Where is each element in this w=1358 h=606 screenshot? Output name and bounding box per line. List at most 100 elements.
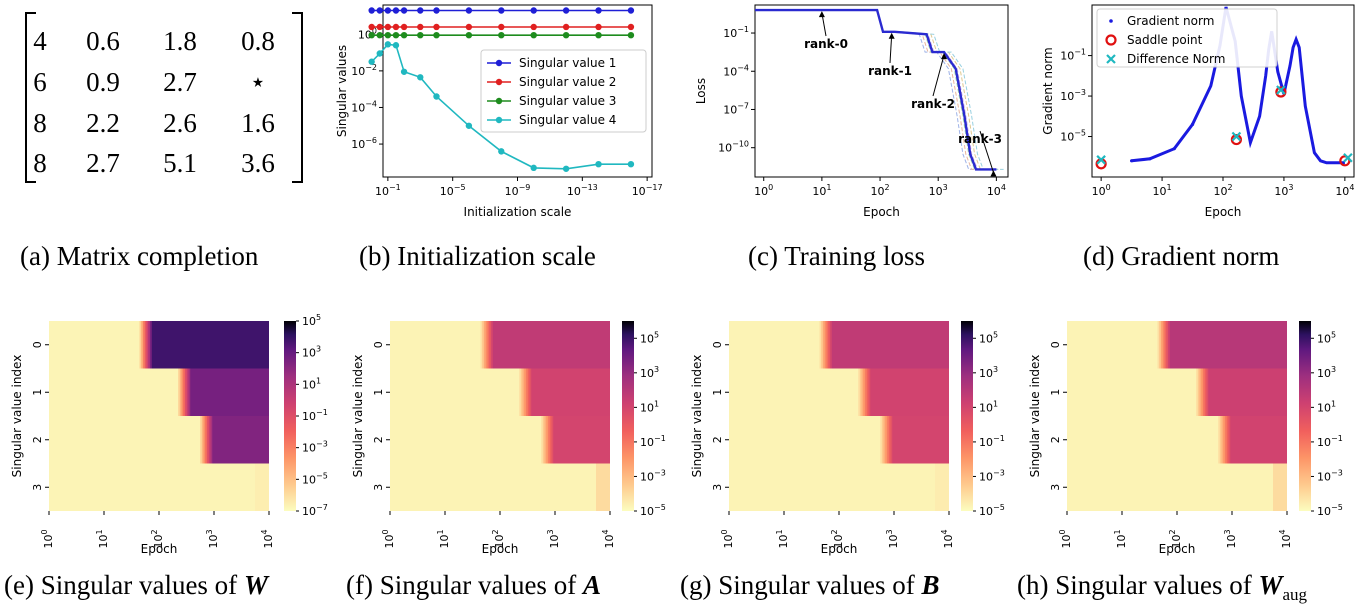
x-tick-label-base: 10: [1092, 185, 1106, 198]
y-tick-label-base: 10: [723, 103, 737, 116]
colorbar-tick-label-exponent: −1: [1331, 434, 1343, 443]
series-point-4: [627, 160, 635, 168]
heatmap-transition-cell: [890, 416, 893, 464]
heatmap-transition-cell: [826, 321, 829, 369]
heatmap-transition-cell: [863, 368, 866, 416]
x-tick-label: 102: [1168, 529, 1183, 548]
series-point-4: [392, 42, 400, 49]
x-tick-label-exponent: −13: [581, 183, 598, 192]
y-tick-label-exponent: −6: [365, 136, 377, 145]
series-point-4: [400, 68, 408, 75]
series-point-3: [392, 31, 400, 39]
colorbar-tick-label-base: 10: [302, 378, 316, 391]
x-tick-label: 104: [1335, 183, 1354, 198]
x-tick-label-exponent: 0: [720, 529, 729, 534]
colorbar-tick-label: 101: [1317, 399, 1336, 414]
heatmap-transition-cell: [542, 416, 545, 464]
matrix-panel: 4 0.6 1.8 0.8 6 0.9 2.7 ⋆ 8 2.2 2.6 1.6 8 2.7 5.1 3.6: [25, 12, 303, 183]
series-point-2: [368, 23, 375, 31]
heatmap-cell-active: [533, 368, 610, 416]
x-tick-label-base: 10: [1274, 185, 1288, 198]
colorbar-tick-label-base: 10: [1317, 505, 1331, 518]
heatmap-cell-active: [153, 321, 269, 369]
x-tick-label-exponent: 1: [826, 183, 831, 192]
heatmap-cell-background: [49, 463, 269, 511]
heatmap-transition-cell: [203, 416, 206, 464]
heatmap-transition-cell: [551, 416, 554, 464]
matrix-cell: 5.1: [163, 148, 197, 178]
y-tick-label: 3: [711, 484, 724, 491]
y-tick-label: 10−1: [723, 25, 749, 40]
x-tick-label-base: 10: [1153, 185, 1167, 198]
legend-label: Saddle point: [1127, 33, 1203, 47]
caption-b: (b) Initialization scale: [359, 241, 596, 271]
series-point-1: [433, 7, 440, 14]
heatmap-transition-cell: [148, 321, 151, 369]
heatmap-transition-cell: [1161, 321, 1164, 369]
x-tick-label: 100: [1058, 529, 1073, 548]
chart-initialization-scale: 10−1 10−5 10−9 10−13 10−1710010−210−410−6Ini…: [335, 4, 663, 219]
x-tick-label-base: 10: [207, 535, 220, 549]
annotation-arrowhead: [990, 170, 997, 177]
x-tick-label-exponent: 4: [1278, 529, 1287, 534]
x-tick-label: 101: [1113, 529, 1128, 548]
heatmap-cell-tail: [1273, 463, 1287, 511]
colorbar: [622, 321, 634, 511]
heatmap-transition-cell: [1206, 368, 1209, 416]
series-point-1: [595, 7, 602, 14]
heatmap-transition-cell: [1162, 321, 1165, 369]
heatmap-transition-cell: [146, 321, 149, 369]
legend-marker: [495, 97, 503, 105]
x-tick-label-exponent: 2: [150, 529, 159, 534]
series-point-4: [465, 122, 473, 129]
x-tick-label-base: 10: [1225, 535, 1238, 549]
y-axis-label: Gradient norm: [1041, 47, 1055, 134]
heatmap-transition-cell: [522, 368, 525, 416]
y-tick-label: 0: [31, 341, 44, 348]
colorbar-tick-label-exponent: 1: [654, 399, 659, 408]
y-tick-label: 10−7: [723, 101, 749, 116]
x-tick-label: 103: [1274, 183, 1293, 198]
heatmap-transition-cell: [531, 368, 534, 416]
x-tick-label: 102: [870, 183, 889, 198]
caption-h-subscript: aug: [1282, 585, 1307, 604]
x-tick-label: 100: [381, 529, 396, 548]
x-tick-label-exponent: 4: [940, 529, 949, 534]
heatmap-cell-active: [494, 321, 610, 369]
x-tick-label-exponent: −5: [454, 183, 466, 192]
colorbar-tick-label: 101: [302, 376, 321, 391]
matrix-cell: 1.6: [241, 108, 275, 138]
colorbar-tick-label-exponent: −1: [316, 408, 328, 417]
heatmap-cell-tail: [935, 463, 949, 511]
y-tick-label-exponent: −3: [1074, 88, 1086, 97]
x-tick-label-base: 10: [722, 535, 735, 549]
x-tick-label-base: 10: [777, 535, 790, 549]
series-point-3: [376, 31, 383, 39]
x-tick-label-exponent: −9: [519, 183, 531, 192]
gradient-norm-point: [1172, 147, 1176, 151]
heatmap-transition-cell: [865, 368, 868, 416]
x-tick-label: 104: [260, 529, 275, 548]
x-tick-label-exponent: 1: [95, 529, 104, 534]
y-tick-label-base: 10: [351, 101, 365, 114]
colorbar-tick-label-base: 10: [302, 442, 316, 455]
x-tick-label-exponent: 3: [546, 529, 555, 534]
heatmap-transition-cell: [1159, 321, 1162, 369]
series-point-3: [498, 31, 505, 39]
matrix-cell: 2.7: [163, 67, 197, 97]
caption-c: (c) Training loss: [748, 241, 925, 271]
heatmap-transition-cell: [1230, 416, 1233, 464]
matrix-cell: 0.8: [241, 26, 275, 56]
x-tick-label-exponent: −1: [389, 183, 401, 192]
x-tick-label-base: 10: [754, 185, 768, 198]
x-tick-label: 100: [754, 183, 773, 198]
colorbar-tick-label-exponent: 5: [993, 330, 998, 339]
colorbar-tick-label: 105: [979, 330, 998, 345]
y-tick-label: 1: [711, 389, 724, 396]
colorbar: [961, 321, 973, 511]
x-tick-label-exponent: 1: [436, 529, 445, 534]
colorbar-tick-label-base: 10: [640, 332, 654, 345]
heatmap-transition-cell: [519, 368, 522, 416]
